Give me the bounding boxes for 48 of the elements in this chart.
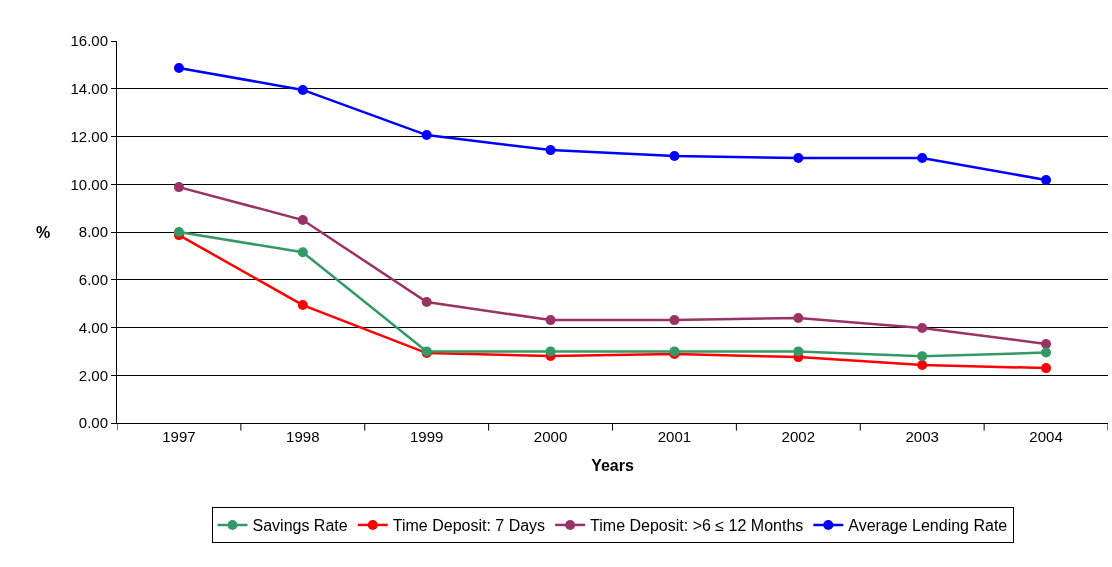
y-tick-label: 12.00 bbox=[70, 127, 108, 145]
legend-label: Average Lending Rate bbox=[848, 517, 1008, 535]
point bbox=[793, 152, 804, 163]
x-tick-label: 2004 bbox=[1029, 428, 1063, 445]
x-tick-label: 2001 bbox=[657, 428, 692, 445]
y-tick-label: 4.00 bbox=[78, 318, 108, 336]
point bbox=[545, 346, 556, 357]
x-tick-label: 1999 bbox=[410, 428, 444, 445]
y-axis-title: % bbox=[36, 224, 51, 241]
point bbox=[793, 312, 804, 323]
point bbox=[173, 227, 184, 237]
legend-label: Time Deposit: >6 ≤ 12 Months bbox=[590, 517, 804, 535]
point bbox=[421, 130, 432, 141]
x-tick-label: 1997 bbox=[162, 428, 196, 445]
y-tick-label: 8.00 bbox=[78, 223, 108, 241]
x-tick-label: 1998 bbox=[286, 428, 320, 445]
point bbox=[669, 315, 680, 326]
point bbox=[545, 145, 556, 156]
y-tick-label: 10.00 bbox=[70, 175, 108, 193]
x-tick-label: 2003 bbox=[905, 428, 939, 445]
point bbox=[669, 151, 680, 162]
point bbox=[1041, 338, 1052, 349]
point bbox=[917, 359, 928, 370]
point bbox=[1041, 347, 1052, 358]
point bbox=[1041, 174, 1052, 185]
legend-label: Time Deposit: 7 Days bbox=[392, 517, 546, 535]
x-tick-label: 2000 bbox=[533, 428, 568, 445]
point bbox=[793, 346, 804, 357]
y-tick-label: 6.00 bbox=[78, 271, 108, 288]
point bbox=[1041, 363, 1052, 374]
x-tick-label: 2002 bbox=[781, 428, 815, 445]
point bbox=[917, 322, 928, 333]
point bbox=[297, 84, 308, 95]
point bbox=[917, 152, 928, 163]
point bbox=[545, 315, 556, 326]
y-tick-label: 2.00 bbox=[78, 366, 108, 384]
legend-label: Savings Rate bbox=[252, 517, 348, 535]
point bbox=[173, 182, 184, 193]
point bbox=[297, 300, 308, 311]
x-axis-title: Years bbox=[591, 456, 634, 474]
point bbox=[917, 351, 928, 362]
point bbox=[173, 62, 184, 73]
y-tick-label: 0.00 bbox=[78, 414, 108, 432]
point bbox=[297, 215, 308, 226]
point bbox=[421, 296, 432, 307]
point bbox=[297, 247, 308, 258]
y-tick-label: 14.00 bbox=[70, 80, 108, 97]
y-tick-label: 16.00 bbox=[70, 32, 108, 50]
